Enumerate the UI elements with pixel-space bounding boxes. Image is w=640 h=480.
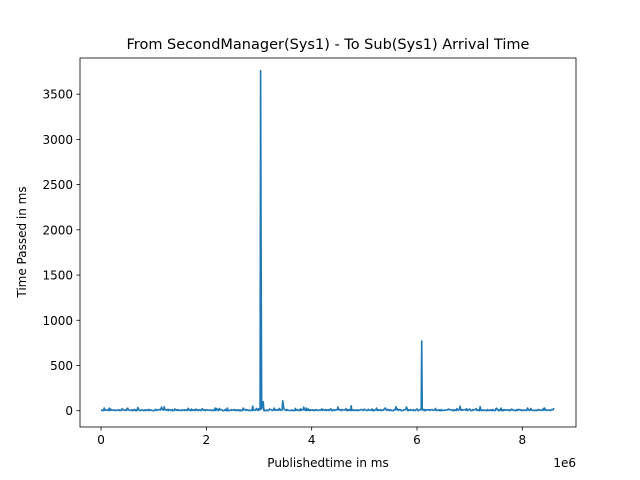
y-tick-label-4: 2000 [42,223,73,237]
y-tick-label-1: 500 [50,359,73,373]
y-tick-label-3: 1500 [42,269,73,283]
y-axis-label: Time Passed in ms [15,186,29,298]
y-tick-label-7: 3500 [42,88,73,102]
series-line-0 [100,69,555,412]
chart-title: From SecondManager(Sys1) - To Sub(Sys1) … [127,37,530,53]
x-tick-label-4: 8 [518,433,526,447]
y-tick-label-6: 3000 [42,133,73,147]
y-tick-label-0: 0 [65,404,73,418]
y-tick-label-2: 1000 [42,314,73,328]
x-tick-label-1: 2 [203,433,211,447]
plot-area: 0 2 4 6 8 0 500 1000 1500 2000 2500 3000 3500 [42,57,577,447]
x-tick-label-0: 0 [97,433,105,447]
x-axis-label: Publishedtime in ms [267,456,388,470]
x-tick-label-3: 6 [413,433,421,447]
x-tick-label-2: 4 [308,433,316,447]
x-offset-label: 1e6 [553,456,576,470]
y-tick-label-5: 2500 [42,178,73,192]
axes-frame [79,57,577,428]
